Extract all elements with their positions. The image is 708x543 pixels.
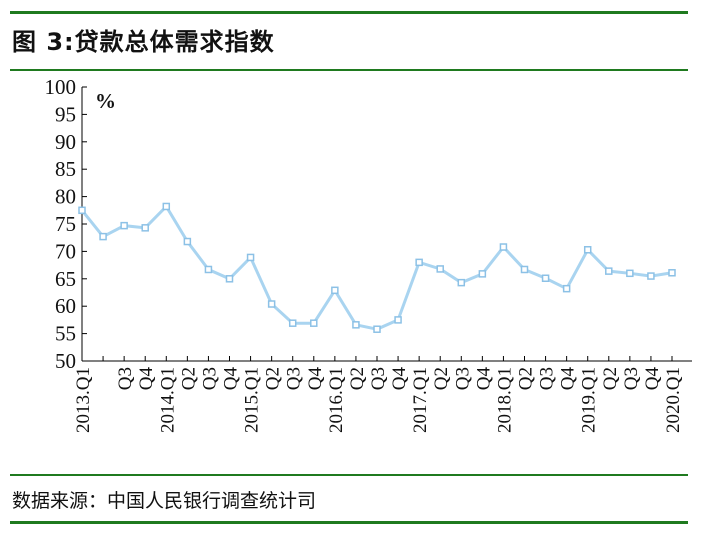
x-tick-label: 2013.Q1 [73,367,94,433]
x-tick-label: Q2 [600,367,621,390]
x-tick-label: Q2 [516,367,537,390]
x-tick-label: Q2 [263,367,284,390]
chart-title: 图 3:贷款总体需求指数 [12,28,275,56]
data-point [225,275,234,283]
x-tick-label: Q4 [221,367,242,391]
data-point [647,272,655,280]
y-tick-label: 65 [55,267,76,291]
data-point [331,286,339,295]
bottom-rule [10,521,688,524]
data-point [562,284,571,293]
y-tick-label: 90 [55,130,76,154]
data-source: 数据来源：中国人民银行调查统计司 [12,490,317,512]
x-tick-label: Q2 [431,367,452,390]
x-tick-label: 2018.Q1 [494,367,515,433]
x-tick-label: 2017.Q1 [410,367,431,433]
x-tick-label: Q4 [136,367,157,391]
x-tick-label: Q4 [642,367,663,391]
data-point [373,325,381,333]
x-tick-label: 2014.Q1 [157,367,178,433]
data-point [162,202,171,211]
data-point [246,253,255,262]
data-point [605,267,613,275]
x-tick-label: Q2 [347,367,368,390]
data-point [668,269,676,277]
x-tick-label: Q3 [115,367,136,390]
data-point [436,265,444,273]
data-point [99,232,107,241]
x-tick-label: 2015.Q1 [242,367,263,433]
x-tick-label: Q4 [305,367,326,391]
x-tick-label: Q4 [558,367,579,391]
y-axis: 50 55 60 65 70 75 80 85 90 95 100 [45,75,87,373]
x-tick-label: Q4 [473,367,494,391]
x-axis: 2013.Q1 Q3 Q4 2014.Q1 Q2 Q3 Q4 2015.Q1 Q2 Q3 Q4 201… [73,356,692,433]
x-tick-label: Q3 [199,367,220,390]
data-point [541,274,550,283]
data-point [499,243,508,251]
x-tick-label: Q3 [368,367,389,390]
x-tick-label: 2016.Q1 [326,367,347,433]
data-point [352,321,360,329]
y-tick-label: 75 [55,212,76,236]
data-point [204,265,213,274]
y-tick-label: 95 [55,102,76,126]
data-point [457,278,466,287]
source-rule [10,474,688,476]
data-point [583,246,592,254]
y-tick-label: 50 [55,349,76,373]
data-point [78,206,86,215]
x-tick-label: 2020.Q1 [663,367,684,433]
data-point [520,265,529,274]
data-point [183,237,192,246]
data-point [288,319,297,327]
top-rule [10,11,688,14]
x-tick-label: Q2 [178,367,199,390]
data-point [141,224,149,232]
data-point [394,316,402,324]
x-tick-label: Q3 [284,367,305,390]
y-tick-label: 70 [55,239,76,263]
x-tick-label: Q3 [621,367,642,390]
data-markers [78,202,676,333]
x-tick-label: Q3 [537,367,558,390]
x-tick-label: Q4 [389,367,410,391]
data-point [120,221,128,230]
title-rule [10,69,688,71]
data-point [626,269,634,278]
x-tick-label: Q3 [452,367,473,390]
y-tick-label: 60 [55,294,76,318]
data-point [478,270,487,278]
data-point [415,258,423,267]
x-tick-label: 2019.Q1 [579,367,600,433]
data-point [310,319,318,327]
data-point [267,300,276,308]
y-tick-label: 85 [55,157,76,181]
y-tick-label: 100 [45,75,77,99]
y-tick-label: 55 [55,322,76,346]
y-tick-label: 80 [55,185,76,209]
unit-label: % [95,89,116,113]
series-line [80,204,673,331]
